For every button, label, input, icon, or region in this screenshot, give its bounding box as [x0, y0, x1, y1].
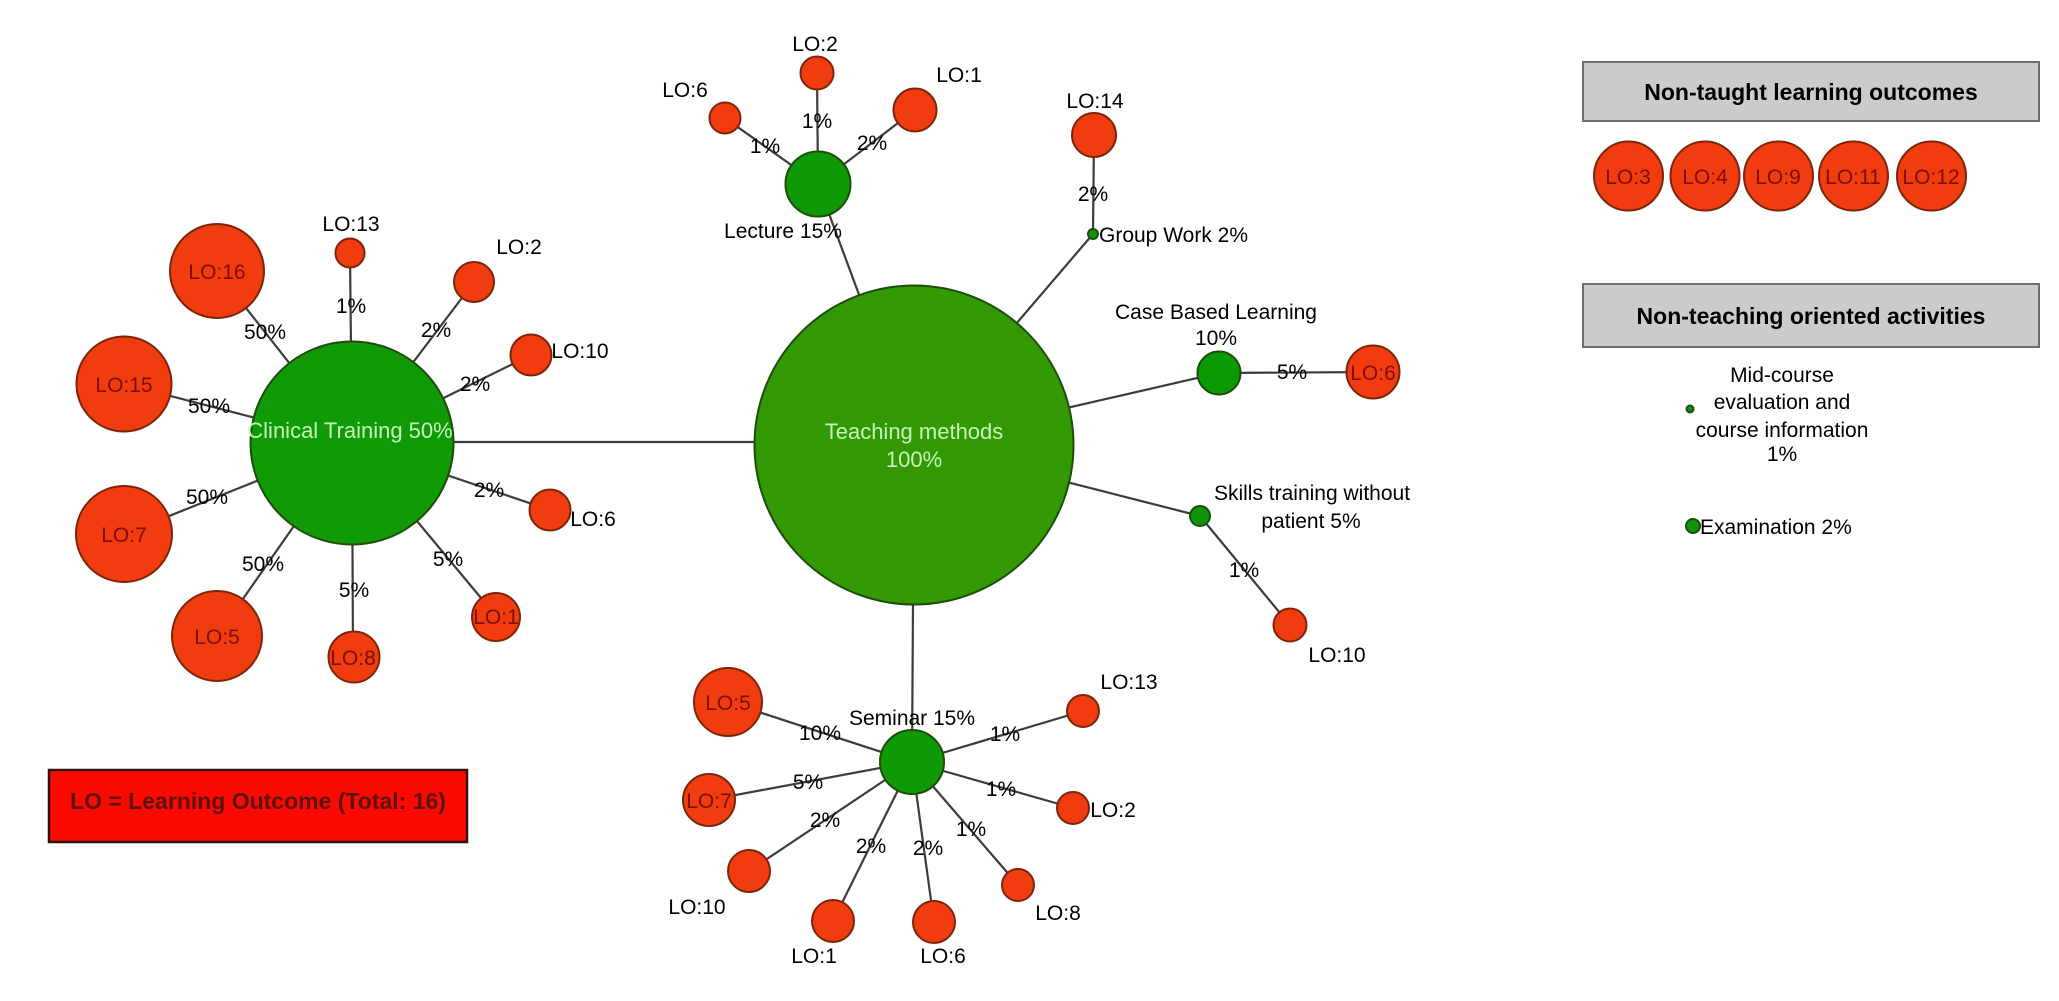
svg-text:Examination 2%: Examination 2%: [1700, 516, 1852, 539]
svg-text:LO:13: LO:13: [1100, 671, 1157, 694]
svg-text:5%: 5%: [433, 548, 463, 571]
svg-text:LO:9: LO:9: [1755, 166, 1801, 189]
svg-text:1%: 1%: [750, 135, 780, 158]
svg-text:Mid-course: Mid-course: [1730, 364, 1834, 387]
svg-text:patient 5%: patient 5%: [1261, 510, 1360, 533]
svg-text:LO = Learning Outcome (Total:: LO = Learning Outcome (Total: 16): [70, 788, 446, 814]
svg-text:2%: 2%: [1078, 183, 1108, 206]
svg-text:Non-taught learning outcomes: Non-taught learning outcomes: [1644, 79, 1978, 105]
svg-text:2%: 2%: [856, 835, 886, 858]
svg-text:Group Work 2%: Group Work 2%: [1099, 224, 1248, 247]
svg-text:LO:16: LO:16: [188, 261, 245, 284]
svg-text:LO:8: LO:8: [330, 647, 376, 670]
svg-text:2%: 2%: [421, 319, 451, 342]
svg-text:LO:10: LO:10: [551, 340, 608, 363]
svg-text:50%: 50%: [186, 486, 228, 509]
svg-text:LO:14: LO:14: [1066, 90, 1124, 113]
svg-text:LO:7: LO:7: [101, 524, 147, 547]
svg-text:5%: 5%: [793, 771, 823, 794]
svg-text:100%: 100%: [886, 447, 942, 472]
svg-text:LO:2: LO:2: [496, 236, 542, 259]
svg-text:LO:2: LO:2: [792, 33, 838, 56]
svg-text:2%: 2%: [913, 837, 943, 860]
svg-text:50%: 50%: [242, 553, 284, 576]
svg-text:1%: 1%: [336, 295, 366, 318]
svg-text:LO:11: LO:11: [1825, 166, 1881, 189]
svg-text:LO:7: LO:7: [686, 790, 732, 813]
svg-text:LO:6: LO:6: [662, 79, 708, 102]
svg-text:1%: 1%: [990, 723, 1020, 746]
svg-text:LO:2: LO:2: [1090, 799, 1136, 822]
svg-text:10%: 10%: [799, 722, 841, 745]
svg-text:course information: course information: [1696, 419, 1869, 442]
svg-text:LO:10: LO:10: [1308, 644, 1365, 667]
svg-text:LO:1: LO:1: [936, 64, 982, 87]
svg-text:Clinical Training 50%: Clinical Training 50%: [247, 418, 452, 443]
svg-text:2%: 2%: [857, 132, 887, 155]
svg-text:LO:12: LO:12: [1902, 166, 1959, 189]
svg-text:10%: 10%: [1195, 327, 1237, 350]
svg-text:Teaching methods: Teaching methods: [825, 419, 1004, 444]
svg-text:LO:5: LO:5: [705, 692, 751, 715]
svg-text:LO:15: LO:15: [95, 374, 152, 397]
svg-text:LO:10: LO:10: [668, 896, 725, 919]
svg-text:LO:3: LO:3: [1605, 166, 1651, 189]
svg-text:Skills training without: Skills training without: [1214, 482, 1410, 505]
svg-text:LO:4: LO:4: [1682, 166, 1728, 189]
svg-text:50%: 50%: [244, 321, 286, 344]
svg-text:5%: 5%: [339, 579, 369, 602]
svg-text:LO:1: LO:1: [791, 945, 837, 968]
svg-text:1%: 1%: [1229, 559, 1259, 582]
svg-text:LO:6: LO:6: [920, 945, 966, 968]
svg-text:Non-teaching oriented activiti: Non-teaching oriented activities: [1637, 303, 1986, 329]
svg-text:Seminar 15%: Seminar 15%: [849, 707, 975, 730]
svg-text:LO:5: LO:5: [194, 626, 240, 649]
svg-text:1%: 1%: [802, 110, 832, 133]
svg-text:5%: 5%: [1277, 361, 1307, 384]
svg-text:LO:6: LO:6: [1350, 362, 1396, 385]
svg-text:evaluation and: evaluation and: [1714, 391, 1851, 414]
svg-text:2%: 2%: [460, 373, 490, 396]
svg-text:1%: 1%: [986, 778, 1016, 801]
svg-text:LO:13: LO:13: [322, 213, 379, 236]
svg-text:1%: 1%: [1767, 443, 1797, 466]
svg-text:LO:8: LO:8: [1035, 902, 1081, 925]
svg-text:50%: 50%: [188, 395, 230, 418]
svg-text:Lecture 15%: Lecture 15%: [724, 220, 842, 243]
svg-text:LO:1: LO:1: [473, 606, 519, 629]
svg-text:2%: 2%: [810, 809, 840, 832]
svg-text:2%: 2%: [474, 479, 504, 502]
svg-text:Case Based Learning: Case Based Learning: [1115, 301, 1317, 324]
svg-text:LO:6: LO:6: [570, 508, 616, 531]
svg-text:1%: 1%: [956, 818, 986, 841]
